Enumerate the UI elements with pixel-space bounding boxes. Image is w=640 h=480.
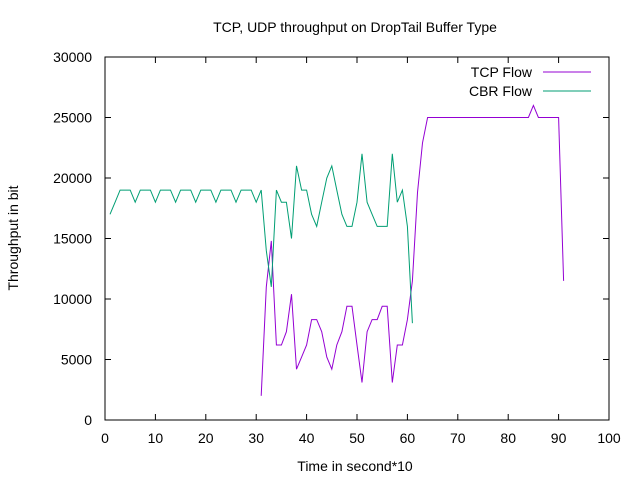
y-axis: 0 5000 10000 15000 20000 25000 30000 [53,49,609,428]
x-tick-label: 60 [400,430,416,446]
x-tick-label: 20 [198,430,214,446]
x-tick-label: 50 [349,430,365,446]
y-tick-label: 15000 [53,231,92,247]
legend-label: TCP Flow [471,64,533,80]
x-tick-label: 0 [101,430,109,446]
x-tick-label: 100 [597,430,621,446]
y-tick-label: 20000 [53,170,92,186]
x-tick-label: 90 [551,430,567,446]
chart-title: TCP, UDP throughput on DropTail Buffer T… [213,19,497,35]
x-axis-label: Time in second*10 [297,458,413,474]
y-axis-label: Throughput in bit [5,185,21,290]
y-tick-label: 5000 [61,352,92,368]
series-line-tcp-flow [260,104,565,396]
y-tick-label: 30000 [53,49,92,65]
x-tick-label: 80 [500,430,516,446]
y-tick-label: 10000 [53,291,92,307]
legend: TCP Flow CBR Flow [469,64,591,99]
x-tick-label: 70 [450,430,466,446]
y-tick-label: 0 [84,412,92,428]
legend-label: CBR Flow [469,83,533,99]
x-axis: 0 10 20 30 40 50 60 70 80 90 100 [101,57,621,446]
y-tick-label: 25000 [53,110,92,126]
series-layer [109,104,565,396]
x-tick-label: 40 [299,430,315,446]
x-tick-label: 30 [248,430,264,446]
series-line-cbr-flow [109,153,413,324]
x-tick-label: 10 [148,430,164,446]
